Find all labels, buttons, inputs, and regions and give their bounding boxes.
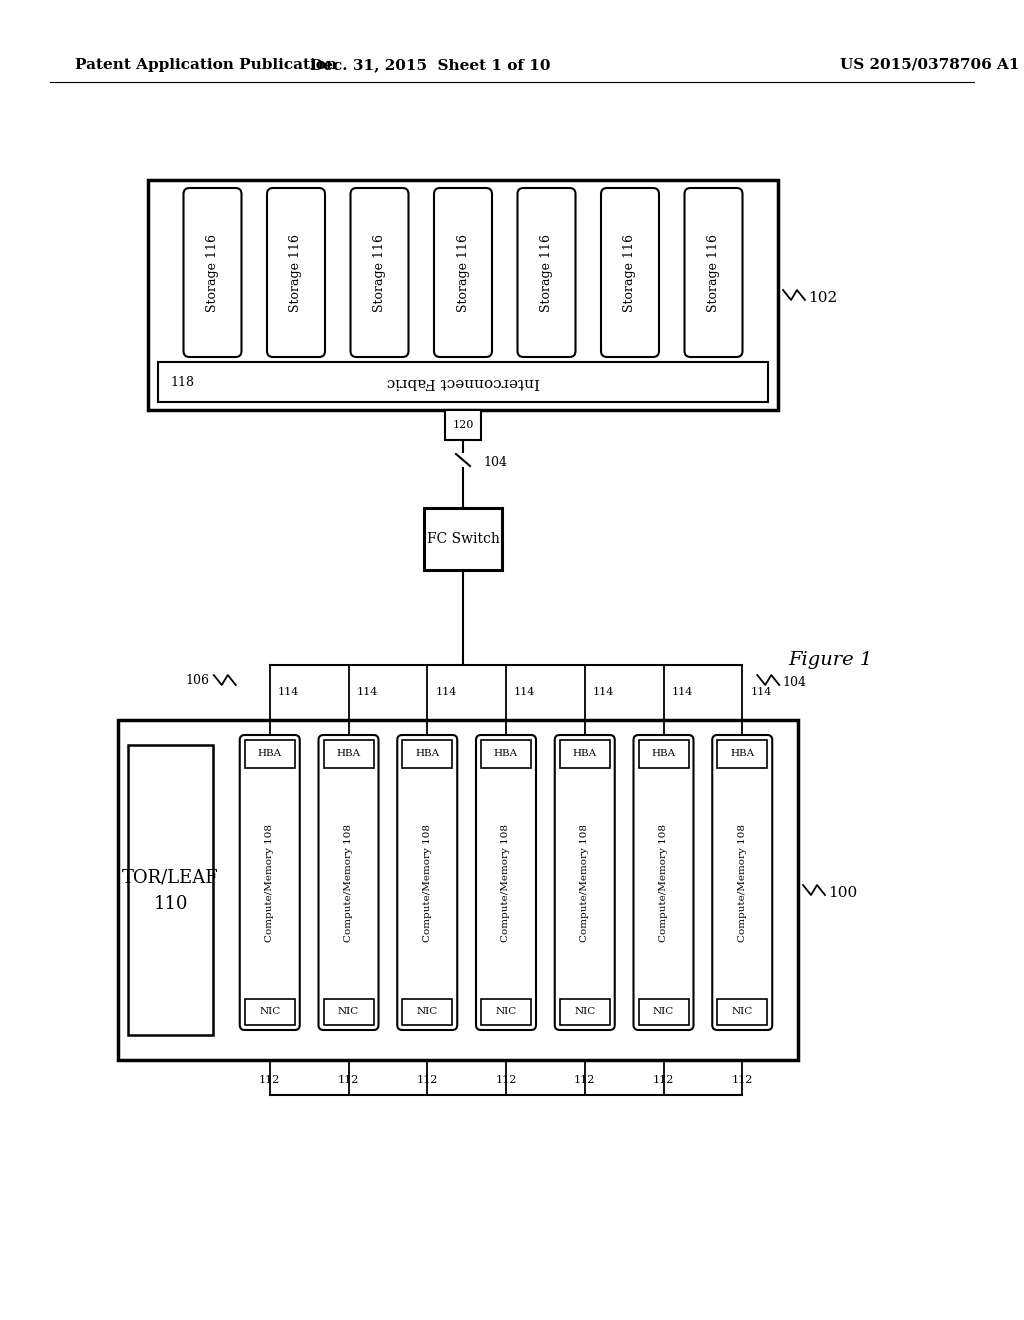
FancyBboxPatch shape xyxy=(434,187,492,356)
Text: Compute/Memory 108: Compute/Memory 108 xyxy=(737,825,746,942)
Text: 114: 114 xyxy=(593,686,614,697)
Text: FC Switch: FC Switch xyxy=(427,532,500,546)
Text: Compute/Memory 108: Compute/Memory 108 xyxy=(581,825,589,942)
Text: 100: 100 xyxy=(828,886,857,900)
Bar xyxy=(717,999,767,1026)
Text: HBA: HBA xyxy=(572,750,597,759)
Bar xyxy=(560,741,609,768)
Text: NIC: NIC xyxy=(338,1007,359,1016)
Bar xyxy=(445,411,481,440)
Text: Patent Application Publication: Patent Application Publication xyxy=(75,58,337,73)
Text: Compute/Memory 108: Compute/Memory 108 xyxy=(659,825,668,942)
Text: 104: 104 xyxy=(483,457,507,470)
Text: HBA: HBA xyxy=(258,750,282,759)
Bar xyxy=(324,999,374,1026)
Text: 114: 114 xyxy=(751,686,772,697)
FancyBboxPatch shape xyxy=(517,187,575,356)
FancyBboxPatch shape xyxy=(350,187,409,356)
Text: Interconnect Fabric: Interconnect Fabric xyxy=(386,375,540,389)
Text: 120: 120 xyxy=(453,420,474,430)
FancyBboxPatch shape xyxy=(601,187,659,356)
Text: 114: 114 xyxy=(672,686,693,697)
Text: Compute/Memory 108: Compute/Memory 108 xyxy=(423,825,432,942)
FancyBboxPatch shape xyxy=(267,187,325,356)
Bar xyxy=(158,362,768,403)
Text: Storage 116: Storage 116 xyxy=(290,234,302,312)
Text: HBA: HBA xyxy=(337,750,360,759)
Text: 102: 102 xyxy=(808,290,838,305)
Bar xyxy=(717,741,767,768)
Text: HBA: HBA xyxy=(494,750,518,759)
Text: 110: 110 xyxy=(154,895,187,913)
Text: 114: 114 xyxy=(514,686,536,697)
Text: US 2015/0378706 A1: US 2015/0378706 A1 xyxy=(840,58,1020,73)
Text: Figure 1: Figure 1 xyxy=(787,651,872,669)
Text: NIC: NIC xyxy=(496,1007,517,1016)
FancyBboxPatch shape xyxy=(713,735,772,1030)
FancyBboxPatch shape xyxy=(634,735,693,1030)
Bar xyxy=(639,999,688,1026)
Bar xyxy=(128,744,213,1035)
Bar xyxy=(481,741,531,768)
Text: NIC: NIC xyxy=(417,1007,438,1016)
FancyBboxPatch shape xyxy=(240,735,300,1030)
Text: 114: 114 xyxy=(435,686,457,697)
Text: 118: 118 xyxy=(170,375,194,388)
Text: Compute/Memory 108: Compute/Memory 108 xyxy=(265,825,274,942)
Text: HBA: HBA xyxy=(730,750,755,759)
Text: HBA: HBA xyxy=(415,750,439,759)
Text: 112: 112 xyxy=(731,1074,753,1085)
FancyBboxPatch shape xyxy=(476,735,536,1030)
Bar xyxy=(148,180,778,411)
Text: Storage 116: Storage 116 xyxy=(457,234,469,312)
Text: 112: 112 xyxy=(259,1074,281,1085)
Text: Storage 116: Storage 116 xyxy=(373,234,386,312)
Text: NIC: NIC xyxy=(259,1007,281,1016)
Bar xyxy=(245,741,295,768)
Text: Compute/Memory 108: Compute/Memory 108 xyxy=(502,825,511,942)
FancyBboxPatch shape xyxy=(555,735,614,1030)
Bar xyxy=(560,999,609,1026)
Bar xyxy=(402,999,453,1026)
Bar xyxy=(481,999,531,1026)
FancyBboxPatch shape xyxy=(183,187,242,356)
Text: 112: 112 xyxy=(574,1074,595,1085)
Text: 106: 106 xyxy=(185,673,210,686)
Text: Storage 116: Storage 116 xyxy=(707,234,720,312)
Text: TOR/LEAF: TOR/LEAF xyxy=(122,869,219,887)
Text: 112: 112 xyxy=(496,1074,517,1085)
Text: 112: 112 xyxy=(653,1074,674,1085)
Text: Storage 116: Storage 116 xyxy=(540,234,553,312)
Bar xyxy=(245,999,295,1026)
Text: 112: 112 xyxy=(338,1074,359,1085)
Bar xyxy=(324,741,374,768)
Text: HBA: HBA xyxy=(651,750,676,759)
Text: NIC: NIC xyxy=(574,1007,595,1016)
Text: Compute/Memory 108: Compute/Memory 108 xyxy=(344,825,353,942)
Text: 114: 114 xyxy=(356,686,378,697)
Text: NIC: NIC xyxy=(731,1007,753,1016)
FancyBboxPatch shape xyxy=(397,735,458,1030)
Bar xyxy=(424,508,502,570)
Text: 112: 112 xyxy=(417,1074,438,1085)
Text: 104: 104 xyxy=(782,676,806,689)
Text: NIC: NIC xyxy=(653,1007,674,1016)
Text: Storage 116: Storage 116 xyxy=(624,234,637,312)
FancyBboxPatch shape xyxy=(318,735,379,1030)
FancyBboxPatch shape xyxy=(684,187,742,356)
Text: 114: 114 xyxy=(278,686,299,697)
Text: Dec. 31, 2015  Sheet 1 of 10: Dec. 31, 2015 Sheet 1 of 10 xyxy=(309,58,550,73)
Bar xyxy=(118,719,798,1060)
Bar xyxy=(402,741,453,768)
Bar xyxy=(639,741,688,768)
Text: Storage 116: Storage 116 xyxy=(206,234,219,312)
